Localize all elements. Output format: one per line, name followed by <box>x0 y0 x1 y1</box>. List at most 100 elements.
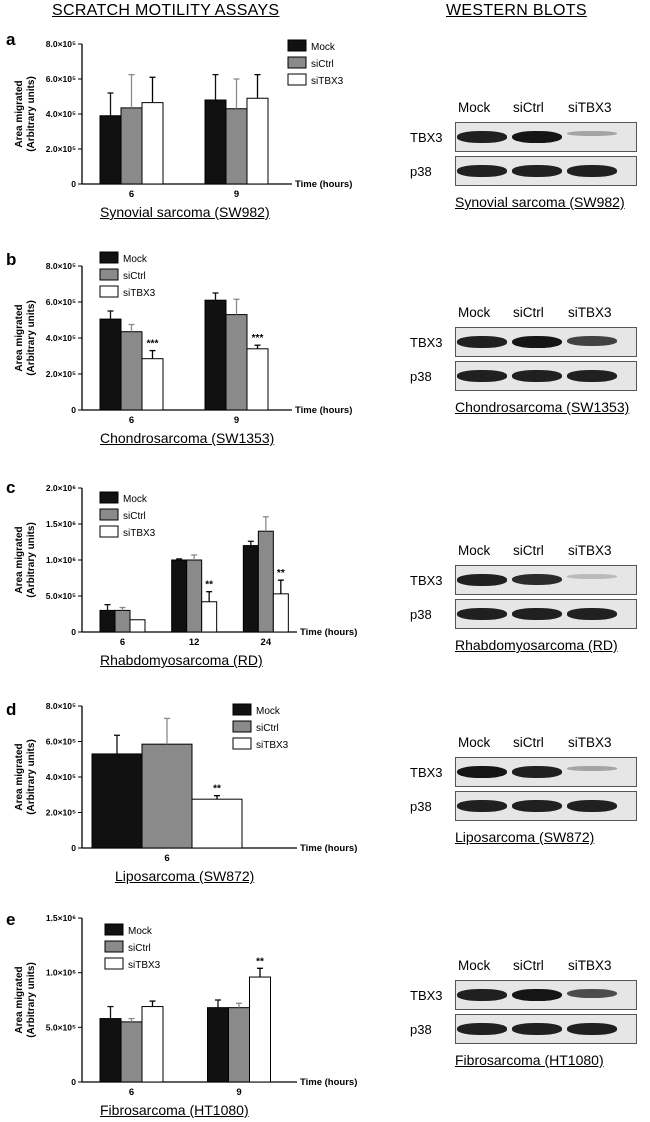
y-tick-label: 2.0×10⁵ <box>46 369 76 379</box>
blot-band <box>512 608 562 620</box>
legend-label: siCtrl <box>123 511 146 522</box>
y-tick-label: 0 <box>71 843 76 853</box>
x-tick-label: 6 <box>120 637 125 648</box>
y-tick-label: 5.0×10⁵ <box>46 591 76 601</box>
blot-caption: Rhabdomyosarcoma (RD) <box>455 637 618 653</box>
bar-sitbx3-9 <box>246 348 269 411</box>
significance-label: ** <box>256 956 264 967</box>
legend-swatch-sitbx3 <box>287 73 307 86</box>
bar-chart: Area migrated (Arbitrary units) 0 2.0×10⁵ 4.… <box>14 251 352 426</box>
bar-mock-9 <box>204 299 227 411</box>
blot-band <box>512 131 562 144</box>
blot-band <box>512 574 562 586</box>
panel-c: c Area migrated (Arbitrary units) 0 5.0×10⁵ 1… <box>0 478 650 688</box>
scratch-assays-header: SCRATCH MOTILITY ASSAYS <box>52 2 280 19</box>
bar-sitbx3-12 <box>201 601 218 633</box>
y-tick-label: 5.0×10⁵ <box>46 1022 76 1032</box>
y-tick-label: 0 <box>71 627 76 637</box>
x-tick-label: 6 <box>164 853 169 864</box>
bar-mock-9 <box>207 1007 229 1083</box>
blot-band <box>457 131 507 143</box>
x-axis-label: Time (hours) <box>295 405 352 416</box>
blot-band <box>567 574 617 579</box>
legend-swatch-sictrl <box>99 508 119 521</box>
bar-sitbx3-6 <box>191 798 243 849</box>
blot-lane-label: siTBX3 <box>568 100 612 115</box>
x-axis-label: Time (hours) <box>300 843 357 854</box>
blot-lane-label: siTBX3 <box>568 543 612 558</box>
bar-mock-6 <box>99 115 122 185</box>
legend-label: siCtrl <box>311 59 334 70</box>
x-tick-label: 9 <box>236 1087 241 1098</box>
chart-caption: Synovial sarcoma (SW982) <box>100 204 270 220</box>
bar-mock-12 <box>171 559 188 633</box>
legend-swatch-sictrl <box>232 720 252 733</box>
bar-mock-24 <box>242 545 259 633</box>
blot-band <box>567 165 617 177</box>
legend-label: siTBX3 <box>123 528 156 539</box>
legend-swatch-sitbx3 <box>99 285 119 298</box>
blot-strip-tbx3 <box>455 757 637 787</box>
blot-row-label: p38 <box>410 164 432 179</box>
panel-letter: d <box>6 700 17 719</box>
y-tick-label: 2.0×10⁵ <box>46 144 76 154</box>
blot-lane-label: siCtrl <box>513 100 544 115</box>
legend-swatch-sictrl <box>99 268 119 281</box>
blot-band <box>457 370 507 382</box>
blot-strip-p38 <box>455 361 637 391</box>
blot-row-label: TBX3 <box>410 988 443 1003</box>
blot-band <box>567 336 617 346</box>
legend-label: siTBX3 <box>128 960 161 971</box>
blot-band <box>512 1023 562 1035</box>
y-tick-label: 6.0×10⁵ <box>46 74 76 84</box>
blot-band <box>457 165 507 177</box>
blot-lane-label: siCtrl <box>513 305 544 320</box>
y-axis-label: Area migrated <box>14 80 25 147</box>
bar-sictrl-6 <box>141 743 193 849</box>
legend-label: siCtrl <box>128 943 151 954</box>
blot-band <box>512 165 562 177</box>
blot-strip-tbx3 <box>455 565 637 595</box>
legend-swatch-sictrl <box>287 56 307 69</box>
x-axis-label: Time (hours) <box>300 1077 357 1088</box>
chart-caption: Liposarcoma (SW872) <box>115 868 255 884</box>
blot-lane-label: Mock <box>458 735 491 750</box>
legend-label: siTBX3 <box>123 288 156 299</box>
blot-lane-label: siTBX3 <box>568 958 612 973</box>
legend-swatch-mock <box>99 491 119 504</box>
blot-band <box>567 1023 617 1035</box>
blot-caption: Liposarcoma (SW872) <box>455 829 595 845</box>
blot-lane-label: Mock <box>458 305 491 320</box>
bar-mock-6 <box>99 1018 122 1083</box>
bar-sitbx3-6 <box>141 1006 164 1083</box>
significance-label: ** <box>205 580 213 591</box>
legend-swatch-sictrl <box>104 940 124 953</box>
bar-mock-9 <box>204 99 227 185</box>
blot-row-label: TBX3 <box>410 335 443 350</box>
blot-caption: Fibrosarcoma (HT1080) <box>455 1052 604 1068</box>
chart-caption: Chondrosarcoma (SW1353) <box>100 430 275 446</box>
y-tick-label: 4.0×10⁵ <box>46 772 76 782</box>
blot-strip-tbx3 <box>455 122 637 152</box>
legend-label: Mock <box>256 706 281 717</box>
blot-lane-label: siTBX3 <box>568 735 612 750</box>
legend-label: siTBX3 <box>256 740 289 751</box>
blot-lane-label: siCtrl <box>513 543 544 558</box>
bar-chart: Area migrated (Arbitrary units) 0 5.0×10⁵ 1.… <box>14 483 357 648</box>
blot-band <box>457 989 507 1001</box>
blot-band <box>512 370 562 382</box>
y-axis-label: Area migrated <box>14 304 25 371</box>
bar-sitbx3-6 <box>141 358 164 411</box>
y-axis-label: Area migrated <box>14 966 25 1033</box>
bar-sictrl-9 <box>225 108 248 185</box>
western-blot: Mock siCtrl siTBX3 TBX3 p38 Liposarcoma (SW87… <box>410 735 645 865</box>
y-tick-label: 1.0×10⁶ <box>46 968 76 978</box>
significance-label: ** <box>277 568 285 579</box>
bar-mock-6 <box>99 318 122 411</box>
significance-label: *** <box>252 333 264 344</box>
blot-row-label: p38 <box>410 607 432 622</box>
legend-swatch-mock <box>232 703 252 716</box>
y-tick-label: 4.0×10⁵ <box>46 333 76 343</box>
blot-lane-label: Mock <box>458 100 491 115</box>
x-tick-label: 9 <box>234 189 239 200</box>
